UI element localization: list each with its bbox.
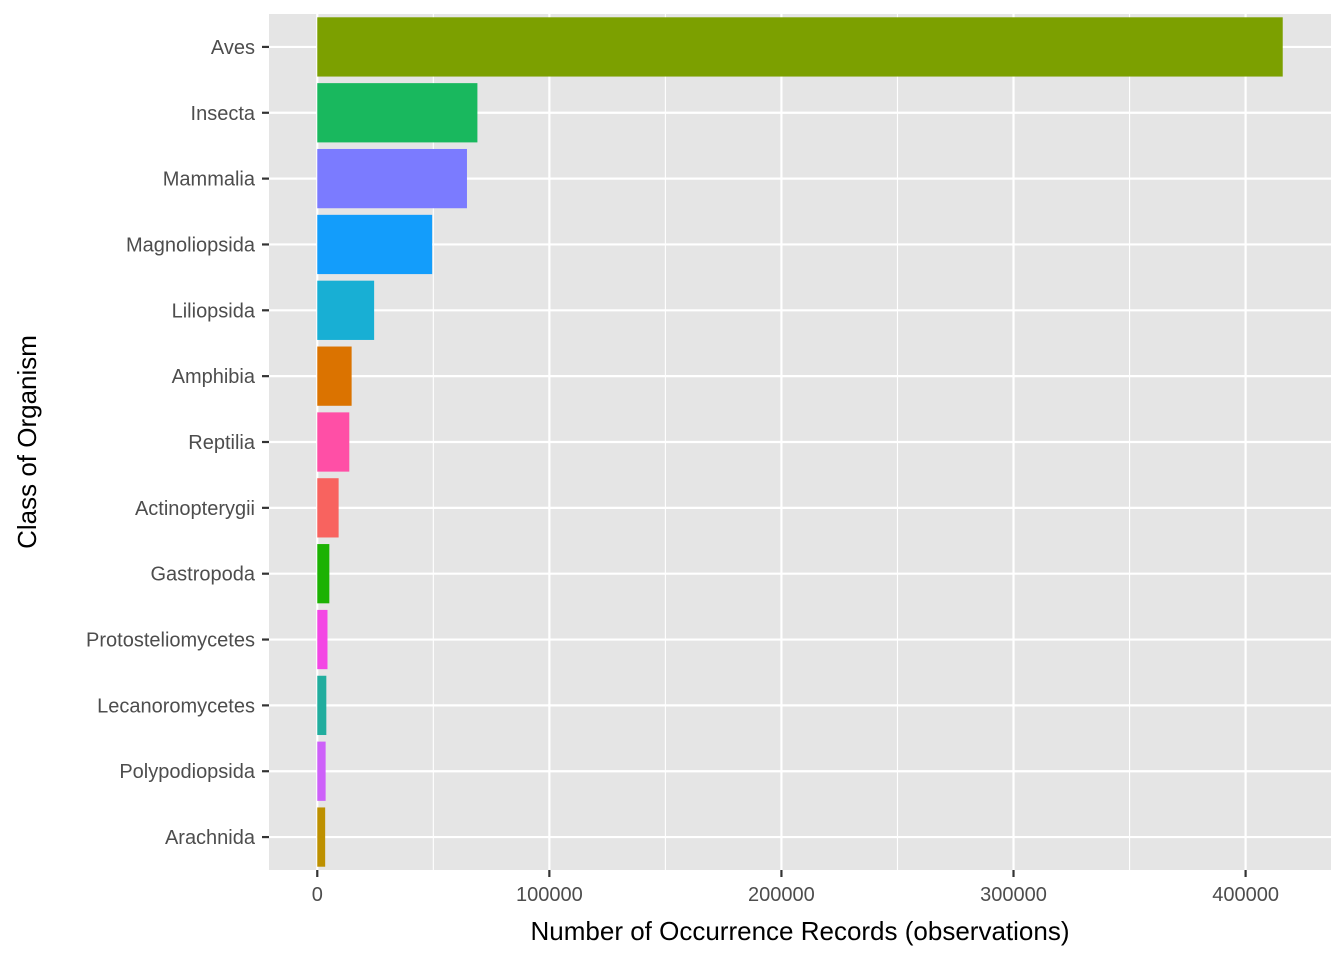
bar-mammalia (317, 148, 467, 209)
x-tick-label: 0 (312, 884, 323, 906)
x-axis: 0 100000 200000 300000 400000 (312, 870, 1279, 906)
bar-polypodiopsida (317, 741, 326, 801)
x-tick-label: 200000 (748, 884, 815, 906)
bars (317, 17, 1283, 867)
y-tick-label: Liliopsida (172, 300, 256, 322)
y-tick-label: Mammalia (163, 169, 256, 191)
y-axis: Aves Insecta Mammalia Magnoliopsida Liliopsi… (86, 37, 269, 849)
bar-actinopterygii (317, 478, 339, 538)
bar-protosteliomycetes (317, 609, 328, 670)
y-tick-label: Reptilia (188, 432, 256, 454)
y-tick-label: Polypodiopsida (119, 761, 256, 783)
y-tick-label: Magnoliopsida (126, 234, 256, 256)
y-tick-label: Aves (211, 37, 255, 59)
y-tick-label: Actinopterygii (135, 498, 255, 520)
y-tick-label: Gastropoda (150, 564, 255, 586)
y-tick-label: Lecanoromycetes (97, 695, 255, 717)
x-tick-label: 100000 (516, 884, 583, 906)
bar-magnoliopsida (317, 214, 433, 275)
bar-amphibia (317, 346, 352, 406)
y-tick-label: Arachnida (165, 827, 256, 849)
bar-liliopsida (317, 280, 375, 340)
x-tick-label: 300000 (980, 884, 1047, 906)
bar-aves (317, 17, 1283, 77)
bar-reptilia (317, 412, 350, 472)
bar-insecta (317, 83, 478, 143)
x-tick-label: 400000 (1212, 884, 1279, 906)
x-axis-title: Number of Occurrence Records (observatio… (531, 916, 1070, 946)
y-tick-label: Amphibia (172, 366, 256, 388)
y-tick-label: Protosteliomycetes (86, 630, 255, 652)
y-tick-label: Insecta (191, 103, 256, 125)
bar-gastropoda (317, 544, 330, 604)
bar-arachnida (317, 807, 326, 867)
bar-lecanoromycetes (317, 675, 327, 736)
y-axis-title: Class of Organism (12, 335, 42, 549)
